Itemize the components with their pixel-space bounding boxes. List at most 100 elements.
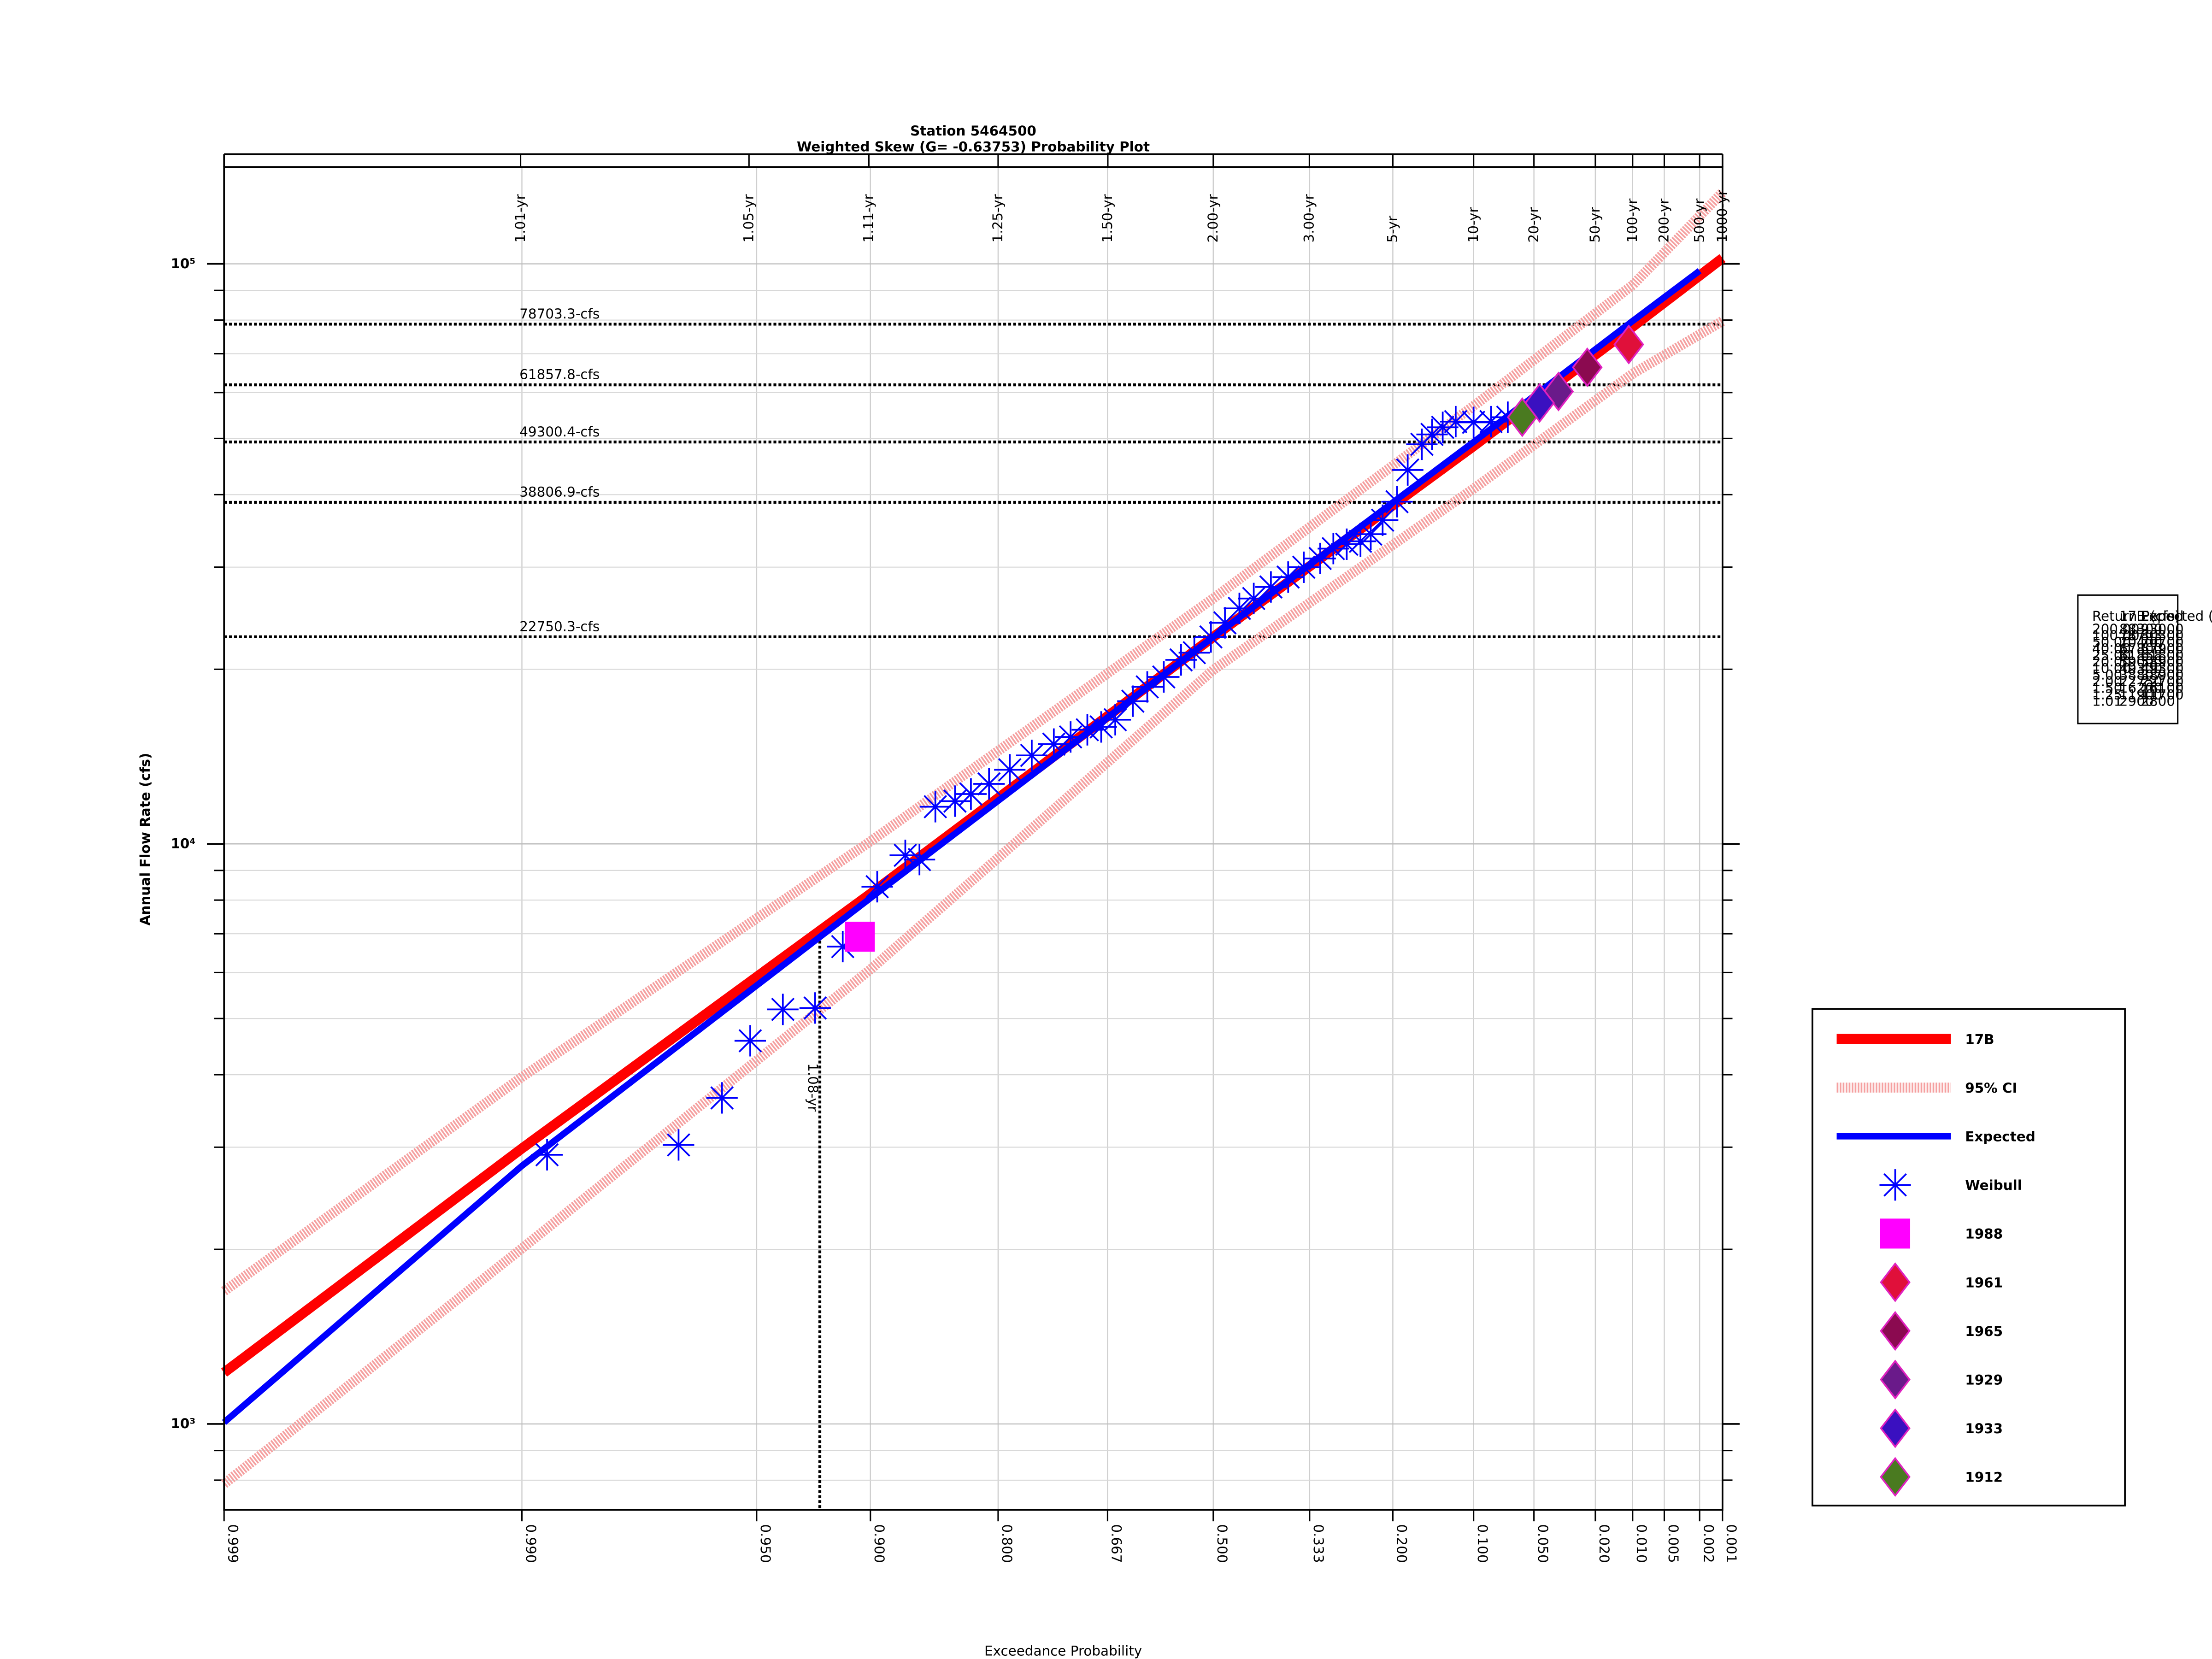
data-point — [1165, 644, 1197, 676]
table-cell: 50.00 — [2092, 634, 2131, 650]
data-point — [1613, 324, 1644, 365]
data-point — [1475, 406, 1507, 437]
y-tick-label: 10⁴ — [171, 836, 195, 852]
x-tick-label: 0.010 — [1634, 1524, 1649, 1563]
legend-label: 1965 — [1965, 1324, 2003, 1339]
legend-label: 95% CI — [1965, 1080, 2017, 1096]
x-tick-label: 0.100 — [1475, 1524, 1490, 1563]
annotation-label: 61857.8-cfs — [519, 367, 600, 382]
table-cell: 67800 — [2119, 641, 2163, 657]
chart-subtitle: Weighted Skew (G= -0.63753) Probability … — [797, 139, 1150, 154]
data-point — [1288, 551, 1320, 583]
data-point — [1458, 406, 1489, 438]
x2-tick-label: 100-yr — [1624, 198, 1640, 243]
x-tick-label: 0.999 — [225, 1524, 241, 1563]
table-cell: 11700 — [2141, 687, 2184, 702]
data-point — [531, 1139, 563, 1171]
table-cell: 80300 — [2141, 628, 2184, 643]
x2-tick-label: 10-yr — [1465, 207, 1481, 243]
x2-tick-label: 1000-yr — [1714, 189, 1730, 242]
legend-label: 1988 — [1965, 1226, 2003, 1242]
data-point — [1038, 728, 1070, 760]
legend-swatch — [1880, 1311, 1911, 1351]
table-header: 17B (cfs) — [2119, 608, 2180, 624]
table-cell: 49300 — [2141, 660, 2184, 676]
legend-label: 17B — [1965, 1031, 1994, 1047]
annotation-label: 49300.4-cfs — [519, 424, 600, 440]
data-point — [1148, 661, 1180, 693]
data-point — [827, 931, 859, 963]
x-tick-label: 0.950 — [758, 1524, 773, 1563]
x2-tick-label: 50-yr — [1587, 207, 1603, 243]
y-axis-label: Annual Flow Rate (cfs) — [137, 753, 153, 925]
data-point — [1255, 571, 1287, 603]
table-cell: 10.00 — [2092, 660, 2131, 676]
x-tick-label: 0.500 — [1214, 1524, 1230, 1563]
data-point — [1367, 504, 1399, 536]
data-point — [1195, 621, 1227, 653]
annotation-label: 78703.3-cfs — [519, 306, 600, 322]
data-point — [734, 1025, 766, 1057]
table-cell: 25.00 — [2092, 647, 2131, 663]
x2-tick-label: 5-yr — [1385, 215, 1400, 242]
table-cell: 38807 — [2119, 667, 2163, 683]
table-cell: 2900 — [2119, 694, 2154, 709]
legend-label: 1933 — [1965, 1421, 2003, 1436]
table-cell: 58900 — [2141, 654, 2184, 670]
table-cell: 59000 — [2119, 654, 2163, 670]
data-point — [1016, 740, 1047, 771]
table-cell: 2.00 — [2092, 674, 2122, 689]
data-point — [919, 791, 951, 823]
x-tick-label: 0.800 — [999, 1524, 1015, 1563]
data-point — [1524, 383, 1555, 423]
table-cell: 5.00 — [2092, 667, 2122, 683]
table-cell: 70400 — [2119, 634, 2163, 650]
data-point — [1085, 711, 1117, 743]
data-point — [939, 785, 971, 817]
data-point — [1416, 418, 1448, 450]
data-point — [1131, 671, 1163, 703]
data-point — [1345, 525, 1377, 557]
table-cell: 70700 — [2141, 634, 2184, 650]
x-tick-label: 0.667 — [1109, 1524, 1124, 1563]
data-point — [1209, 607, 1241, 639]
legend-label: 1912 — [1965, 1470, 2003, 1485]
table-cell: 16100 — [2141, 680, 2184, 696]
data-point — [889, 839, 921, 871]
annotation-label: 38806.9-cfs — [519, 484, 600, 500]
x2-tick-label: 200-yr — [1656, 198, 1672, 243]
data-point — [1117, 685, 1149, 717]
y-tick-label: 10³ — [171, 1416, 195, 1431]
annotation-label: 1.08-yr — [805, 1063, 821, 1112]
table-cell: 1.25 — [2092, 687, 2122, 702]
legend: 17B 95% CI Expected Weibull 1988 1961 1965 1929… — [1836, 1031, 2036, 1497]
legend-label: Expected — [1965, 1129, 2036, 1144]
data-point — [1543, 371, 1574, 412]
grid — [207, 154, 1740, 1522]
table-cell: 78703 — [2119, 628, 2163, 643]
legend-label: 1929 — [1965, 1372, 2003, 1388]
data-point — [1100, 704, 1131, 735]
x-axis-label: Exceedance Probability — [984, 1643, 1142, 1659]
plot-area: 78703.3-cfs 61857.8-cfs 49300.4-cfs 38806.9… — [221, 188, 1726, 1510]
plot-frame — [223, 166, 1724, 1511]
x2-tick-label: 500-yr — [1691, 198, 1707, 243]
x2-tick-label: 1.25-yr — [990, 194, 1006, 242]
legend-label: Weibull — [1965, 1177, 2022, 1193]
x2-tick-label: 2.00-yr — [1205, 194, 1221, 242]
table-cell: 200.00 — [2092, 621, 2140, 637]
legend-label: 1961 — [1965, 1275, 2003, 1290]
table-cell: 20.00 — [2092, 654, 2131, 670]
data-point — [973, 768, 1005, 800]
data-point — [1331, 528, 1363, 560]
table-header: Return Period — [2092, 608, 2184, 624]
data-point — [1272, 561, 1304, 593]
y-tick-label: 10⁵ — [171, 256, 195, 271]
legend-swatch — [1879, 1169, 1911, 1201]
legend-swatch — [1880, 1359, 1911, 1400]
data-point — [1224, 593, 1255, 624]
table-cell: 1.01 — [2092, 694, 2122, 709]
